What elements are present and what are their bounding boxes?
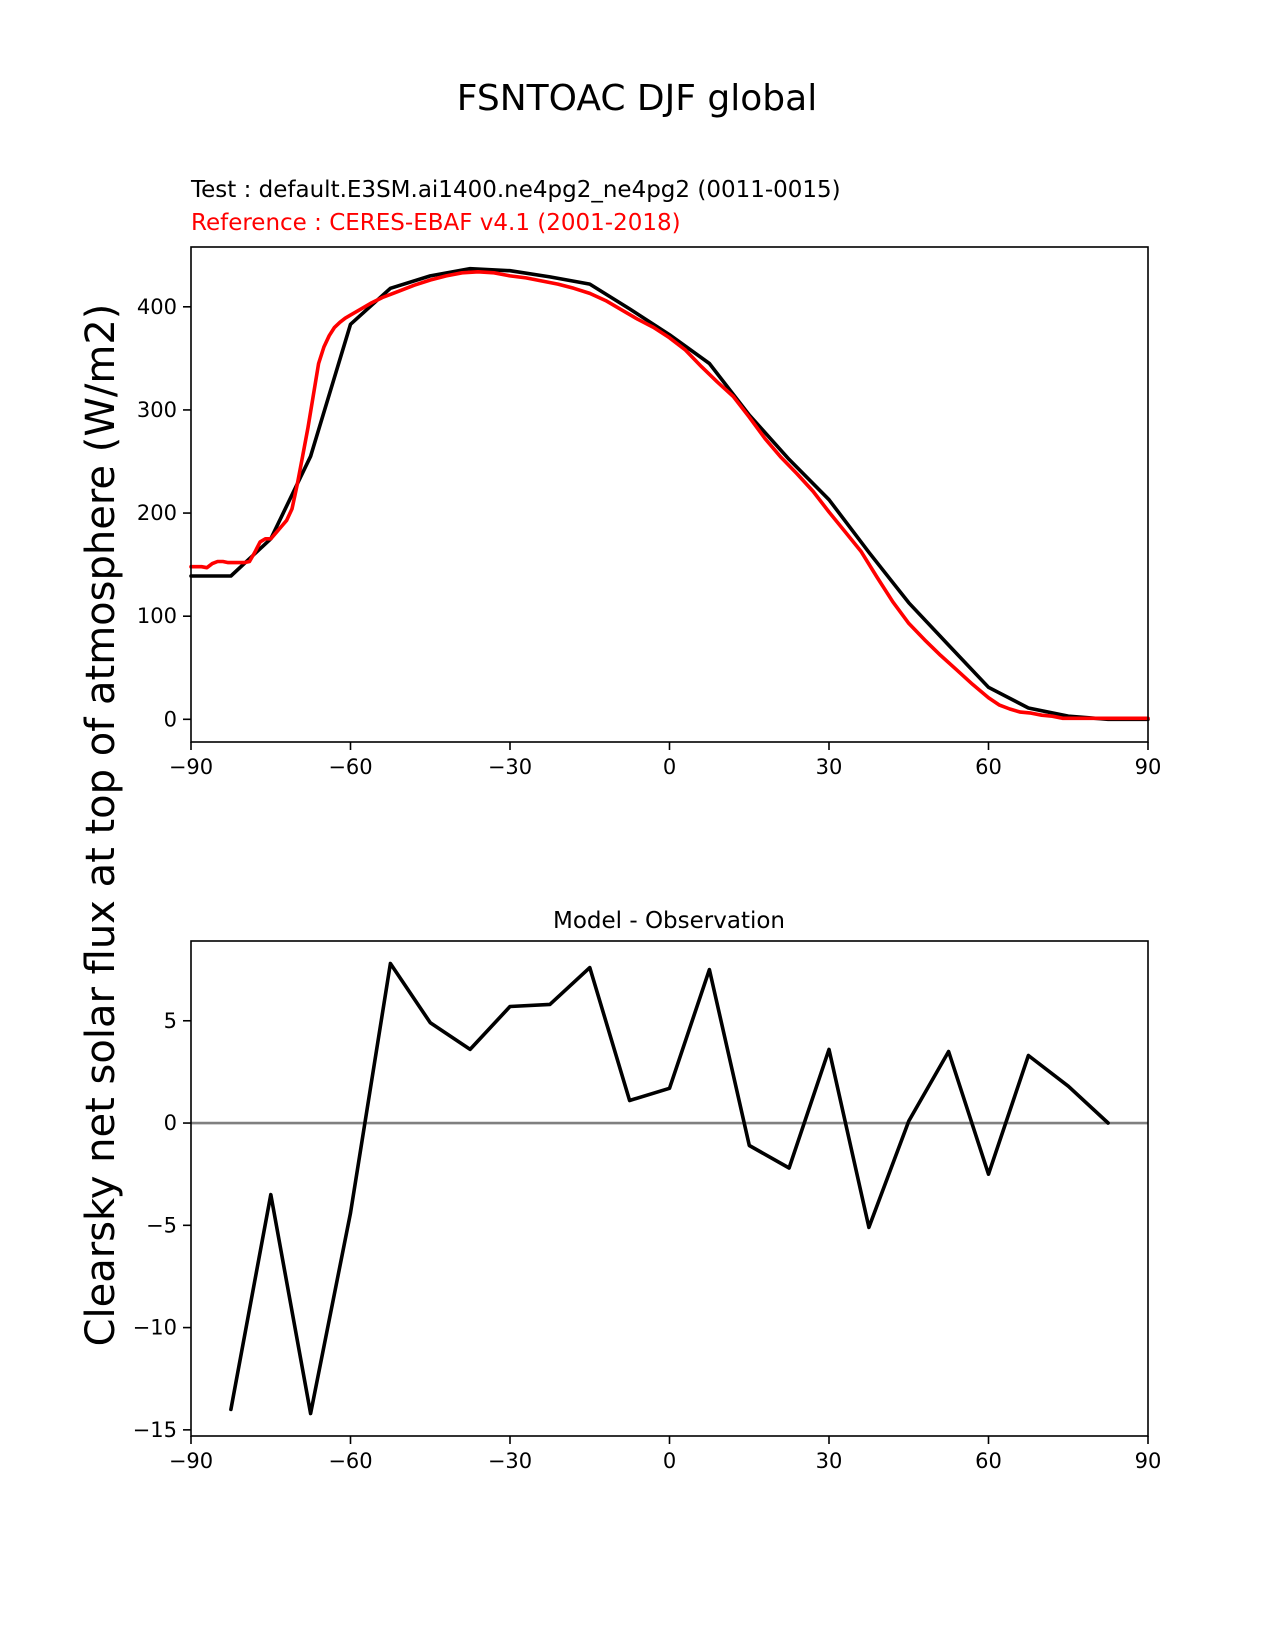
y-tick-label: 300 — [137, 398, 177, 422]
x-tick-label: −30 — [488, 1449, 532, 1473]
x-tick-label: 60 — [975, 1449, 1002, 1473]
reference-series-line — [189, 269, 1150, 721]
y-tick-label: 100 — [137, 604, 177, 628]
reference-subtitle: Reference : CERES-EBAF v4.1 (2001-2018) — [191, 210, 681, 236]
x-tick-label: 0 — [663, 1449, 676, 1473]
y-tick-label: 400 — [137, 295, 177, 319]
y-tick-label: −15 — [133, 1418, 177, 1442]
top-axes-lines — [189, 266, 1150, 722]
x-tick-label: 30 — [816, 1449, 843, 1473]
x-tick-label: 90 — [1135, 1449, 1162, 1473]
y-tick-label: 200 — [137, 501, 177, 525]
x-tick-label: 30 — [816, 755, 843, 779]
x-tick-label: −60 — [328, 1449, 372, 1473]
x-tick-label: 0 — [663, 755, 676, 779]
difference-series-line — [229, 961, 1110, 1416]
difference-chart-title: Model - Observation — [553, 908, 785, 934]
bottom-axes-ticks: −90 −60 −30 0 30 60 90 −15 −10 −5 0 5 — [133, 1009, 1162, 1473]
bottom-axes-lines — [191, 961, 1148, 1416]
y-tick-label: 0 — [164, 1111, 177, 1135]
y-tick-label: −5 — [146, 1213, 177, 1237]
bottom-axes-frame — [190, 940, 1149, 1437]
x-tick-label: −60 — [328, 755, 372, 779]
top-axes: −90 −60 −30 0 30 60 90 0 100 200 300 400 — [137, 246, 1161, 779]
y-tick-label: −10 — [133, 1316, 177, 1340]
x-tick-label: −90 — [169, 755, 213, 779]
y-tick-label: 5 — [164, 1009, 177, 1033]
y-axis-label: Clearsky net solar flux at top of atmosp… — [78, 304, 124, 1347]
test-subtitle: Test : default.E3SM.ai1400.ne4pg2_ne4pg2… — [190, 177, 841, 203]
y-tick-label: 0 — [164, 707, 177, 731]
top-axes-ticks: −90 −60 −30 0 30 60 90 0 100 200 300 400 — [137, 295, 1161, 779]
top-axes-frame — [190, 246, 1149, 743]
x-tick-label: 60 — [975, 755, 1002, 779]
x-tick-label: −30 — [488, 755, 532, 779]
x-tick-label: 90 — [1135, 755, 1162, 779]
x-tick-label: −90 — [169, 1449, 213, 1473]
bottom-axes: −90 −60 −30 0 30 60 90 −15 −10 −5 0 5 — [133, 940, 1162, 1473]
test-series-line — [189, 266, 1150, 722]
figure-suptitle: FSNTOAC DJF global — [457, 78, 817, 119]
